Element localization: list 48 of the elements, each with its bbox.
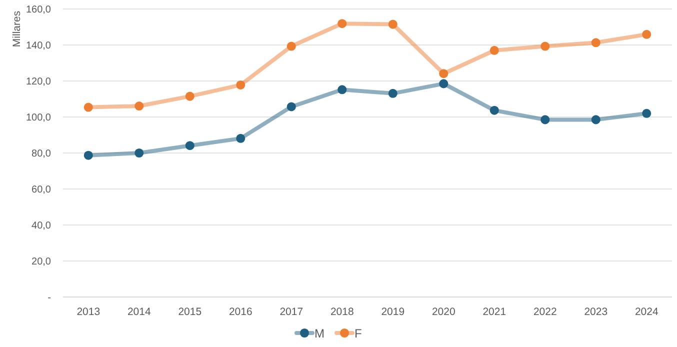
point xyxy=(236,80,246,90)
point xyxy=(236,134,246,143)
x-tick-label: 2020 xyxy=(432,306,456,318)
x-tick-label: 2016 xyxy=(228,306,252,318)
point xyxy=(439,79,448,88)
point xyxy=(286,102,296,112)
point xyxy=(185,141,194,150)
point xyxy=(338,85,347,94)
point xyxy=(540,115,550,124)
point xyxy=(338,19,347,28)
y-axis-title: Millares xyxy=(11,10,23,48)
x-tick-label: 2023 xyxy=(584,306,608,318)
x-tick-label: 2022 xyxy=(533,306,557,318)
y-tick-label: 20,0 xyxy=(32,256,52,268)
x-tick-label: 2014 xyxy=(127,306,151,318)
y-tick-label: 160,0 xyxy=(26,4,52,16)
y-tick-label: 100,0 xyxy=(26,112,52,124)
legend-label: M xyxy=(314,326,324,340)
y-tick-label: 40,0 xyxy=(32,220,52,232)
point xyxy=(540,42,550,51)
x-tick-label: 2015 xyxy=(178,306,202,318)
point xyxy=(286,42,296,51)
point xyxy=(84,102,93,112)
x-tick-label: 2021 xyxy=(482,306,506,318)
point xyxy=(642,108,652,118)
y-tick-label: 120,0 xyxy=(26,76,52,88)
point xyxy=(134,148,144,158)
point xyxy=(388,88,398,98)
x-tick-label: 2018 xyxy=(330,306,354,318)
point xyxy=(134,102,144,111)
point xyxy=(439,69,448,78)
y-tick-label: 80,0 xyxy=(32,148,52,160)
x-tick-label: 2013 xyxy=(76,306,100,318)
point xyxy=(490,46,499,55)
y-tick-label: - xyxy=(48,292,51,304)
x-tick-label: 2024 xyxy=(634,306,658,318)
point xyxy=(388,20,398,29)
x-tick-label: 2019 xyxy=(381,306,405,318)
y-tick-label: 140,0 xyxy=(26,40,52,52)
x-tick-label: 2017 xyxy=(280,306,304,318)
legend-label: F xyxy=(354,326,362,340)
y-tick-label: 60,0 xyxy=(32,184,52,196)
point xyxy=(84,150,93,160)
point xyxy=(591,38,600,48)
point xyxy=(642,30,652,39)
point xyxy=(490,106,499,115)
point xyxy=(185,92,194,101)
point xyxy=(591,115,600,124)
